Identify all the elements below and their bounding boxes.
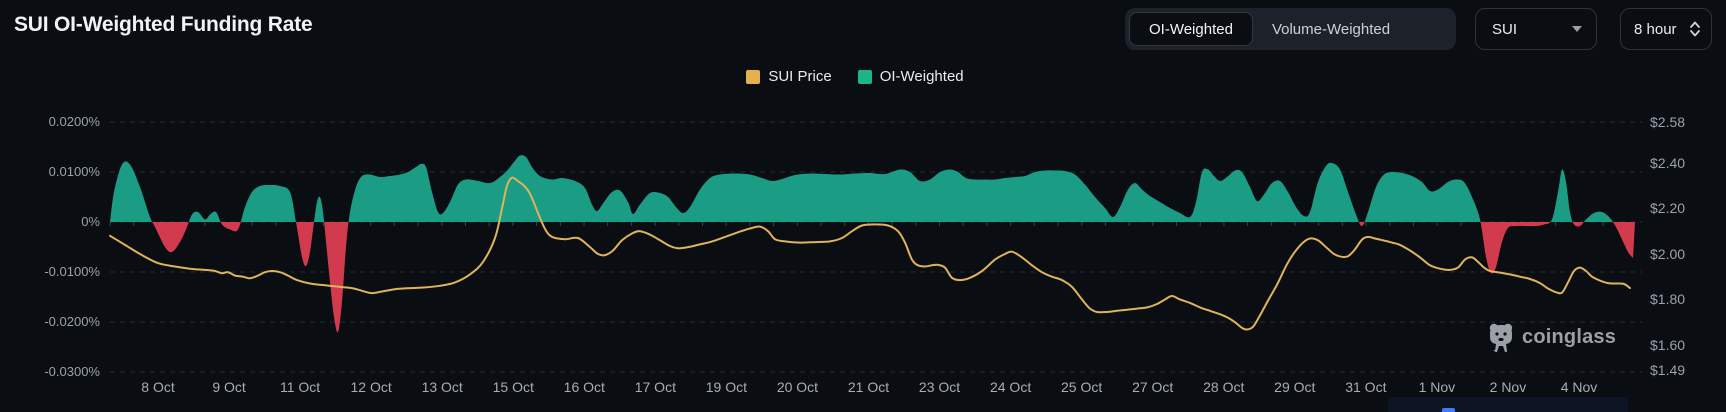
tooltip-marker xyxy=(1442,408,1455,412)
weighting-toggle-group: OI-Weighted Volume-Weighted xyxy=(1125,8,1456,50)
x-axis-label: 1 Nov xyxy=(1418,379,1456,395)
price-axis-label: $2.58 xyxy=(1650,114,1686,130)
chevron-down-icon xyxy=(1572,26,1582,32)
watermark: coinglass xyxy=(1486,321,1616,353)
symbol-select[interactable]: SUI xyxy=(1475,8,1597,50)
toggle-oi-weighted[interactable]: OI-Weighted xyxy=(1129,12,1253,46)
x-axis-label: 2 Nov xyxy=(1489,379,1527,395)
partial-tooltip xyxy=(1388,397,1628,412)
y-axis-label: 0.0100% xyxy=(48,164,100,179)
legend-item-sui-price[interactable]: SUI Price xyxy=(746,68,832,85)
price-axis-label: $1.60 xyxy=(1650,336,1686,353)
interval-select-value: 8 hour xyxy=(1634,20,1677,38)
legend-label: SUI Price xyxy=(768,68,832,85)
watermark-text: coinglass xyxy=(1522,325,1617,348)
x-axis-label: 20 Oct xyxy=(776,379,819,395)
x-axis-label: 27 Oct xyxy=(1132,379,1174,395)
page-title: SUI OI-Weighted Funding Rate xyxy=(14,13,313,36)
x-axis-label: 4 Nov xyxy=(1560,379,1598,395)
x-axis-label: 9 Oct xyxy=(212,379,246,395)
x-axis-label: 19 Oct xyxy=(705,379,748,395)
y-axis-label: 0% xyxy=(81,214,100,229)
legend-item-oi-weighted[interactable]: OI-Weighted xyxy=(857,68,964,85)
x-axis-label: 29 Oct xyxy=(1274,379,1316,395)
price-axis-label: $2.40 xyxy=(1650,154,1686,171)
price-axis-label: $2.00 xyxy=(1650,245,1686,262)
x-axis-label: 15 Oct xyxy=(492,379,534,395)
oi-weighted-swatch xyxy=(857,69,872,84)
y-axis-label: 0.0200% xyxy=(48,114,100,129)
price-axis-label: $2.20 xyxy=(1650,200,1686,217)
sui-price-swatch xyxy=(746,69,761,84)
x-axis-label: 25 Oct xyxy=(1061,379,1103,395)
x-axis-label: 12 Oct xyxy=(350,379,392,395)
x-axis-label: 24 Oct xyxy=(989,379,1032,395)
coinglass-bear-icon xyxy=(1489,323,1513,353)
interval-select[interactable]: 8 hour xyxy=(1620,8,1712,50)
x-axis-label: 11 Oct xyxy=(279,379,321,395)
legend-label: OI-Weighted xyxy=(879,68,964,85)
toggle-volume-weighted[interactable]: Volume-Weighted xyxy=(1271,20,1391,38)
x-axis-label: 8 Oct xyxy=(141,379,175,395)
x-axis-label: 13 Oct xyxy=(421,379,463,395)
y-axis-label: -0.0300% xyxy=(44,364,100,379)
price-axis-label: $1.80 xyxy=(1650,291,1686,308)
x-axis-label: 21 Oct xyxy=(847,379,890,395)
price-axis-label: $1.49 xyxy=(1650,361,1686,378)
x-axis-label: 17 Oct xyxy=(634,379,676,395)
x-axis-label: 28 Oct xyxy=(1203,379,1245,395)
x-axis-label: 16 Oct xyxy=(563,379,605,395)
y-axis-label: -0.0200% xyxy=(44,314,100,329)
x-axis-label: 31 Oct xyxy=(1345,379,1387,395)
chevron-up-down-icon xyxy=(1690,21,1700,37)
x-axis-label: 23 Oct xyxy=(918,379,961,395)
legend: SUI Price OI-Weighted xyxy=(0,68,1710,85)
symbol-select-value: SUI xyxy=(1492,20,1518,38)
y-axis-label: -0.0100% xyxy=(44,264,100,279)
